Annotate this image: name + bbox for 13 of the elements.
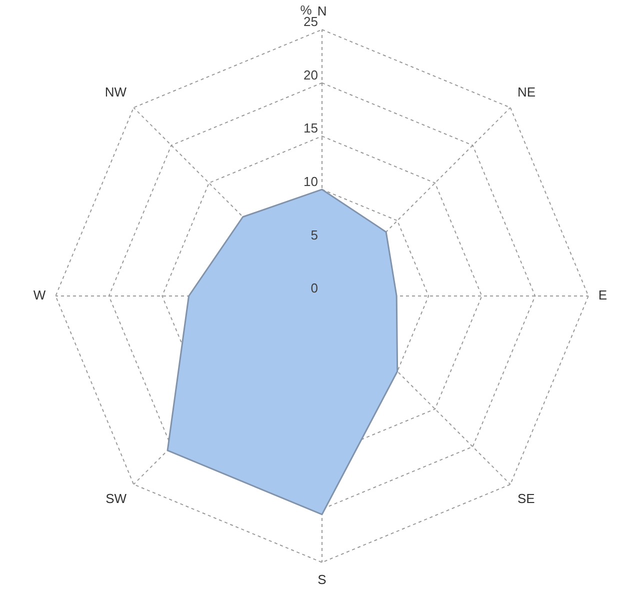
y-tick-label: 15 [304, 120, 318, 136]
y-tick-label: 20 [304, 67, 318, 82]
spoke-label: SW [106, 490, 128, 506]
y-tick-label: 5 [310, 227, 318, 242]
spoke-label: SE [517, 490, 536, 506]
spoke-label: N [317, 3, 327, 18]
y-tick-label: 0 [310, 280, 318, 296]
spoke-label: W [33, 288, 46, 303]
spoke-label: NW [104, 84, 128, 100]
y-tick-label: 10 [304, 174, 318, 190]
spoke-label: NE [517, 84, 536, 100]
spoke-label: S [318, 572, 327, 587]
spoke-label: E [598, 288, 608, 303]
